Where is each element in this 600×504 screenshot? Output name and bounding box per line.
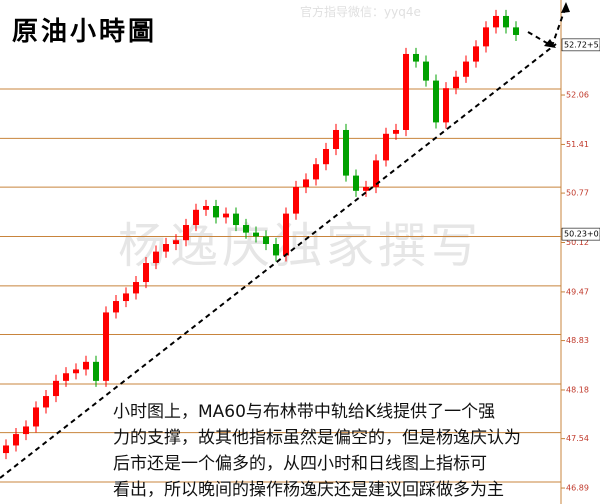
candle-body [263,236,269,245]
price-marker-box [561,227,600,241]
candle-body [363,187,369,191]
candle-body [513,27,519,35]
candle-body [293,187,299,214]
candle-body [423,61,429,81]
y-tick-label: 52.06 [566,91,589,100]
candle-body [163,244,169,252]
y-tick-label: 49.47 [566,287,589,296]
candle-body [43,396,49,408]
subtitle: 官方指导微信：yyq4e [300,4,421,19]
y-tick-label: 50.77 [566,189,589,198]
candle-body [113,301,119,313]
candle-body [413,53,419,62]
candle-body [503,15,509,28]
candle-body [63,373,69,381]
trend-line [0,43,557,479]
y-tick-label: 48.83 [566,336,589,345]
candle-body [433,80,439,123]
candle-body [273,244,279,256]
candle-body [463,61,469,77]
candle-body [393,129,399,134]
candle-body [323,148,329,165]
annotation-line: 后市还是一个偏多的，从四小时和日线图上指标可 [113,454,487,474]
candle-body [373,160,379,188]
annotation: 小时图上，MA60与布林带中轨给K线提供了一个强力的支撑，故其他指标虽然是偏空的… [113,402,521,500]
candle-body [233,213,239,226]
candle-body [93,361,99,381]
price-marker-label: 52.72+5. [564,40,600,49]
candle-body [443,88,449,123]
annotation-line: 力的支撑，故其他指标虽然是偏空的，但是杨逸庆认为 [113,428,521,448]
candle-body [33,407,39,427]
candle-body [73,369,79,374]
candle-body [223,213,229,218]
candle-body [473,46,479,62]
candle-body [103,312,109,381]
candle-body [333,129,339,149]
title-bg [6,14,166,50]
chart-title: 原油小時圖 [12,17,157,47]
candle-body [403,53,409,130]
candle-body [13,434,19,446]
candle-body [183,225,189,241]
candle-body [243,225,249,233]
y-tick-label: 46.89 [566,484,589,493]
annotation-line: 看出，所以晚间的操作杨逸庆还是建议回踩做多为主 [113,480,504,500]
candle-body [83,361,89,370]
candle-body [313,164,319,180]
candle-body [3,445,9,454]
candle-body [483,27,489,47]
candle-body [193,209,199,226]
candle-body [53,380,59,397]
candle-body [23,426,29,435]
candle-body [143,263,149,283]
price-marker-label: 50.23+0. [564,230,600,239]
candle-body [213,206,219,218]
forecast-arrow [527,5,567,48]
candle-body [133,282,139,294]
candle-body [383,133,389,161]
y-tick-label: 50.12 [566,238,589,247]
plot-area: 52.06 51.41 50.77 50.12 49.47 48.83 48.18 47.54… [0,9,600,493]
candle-body [353,175,359,191]
candle-body [303,179,309,188]
arrow-head [544,39,556,48]
candle-body [283,213,289,256]
y-tick-label: 51.41 [566,140,589,149]
price-marker-box [561,38,600,52]
candle-body [203,206,209,210]
candle-body [493,15,499,28]
y-tick-label: 47.54 [566,434,589,443]
annotation-line: 小时图上，MA60与布林带中轨给K线提供了一个强 [113,402,495,422]
candle-body [453,76,459,89]
candle-body [123,293,129,302]
candle-body [153,251,159,264]
watermark: 杨逸庆独家撰写 [118,218,482,274]
y-tick-label: 48.18 [566,385,589,394]
candle-body [173,240,179,245]
arrow-head [561,2,570,13]
candle-body [253,232,259,237]
candle-body [343,129,349,176]
